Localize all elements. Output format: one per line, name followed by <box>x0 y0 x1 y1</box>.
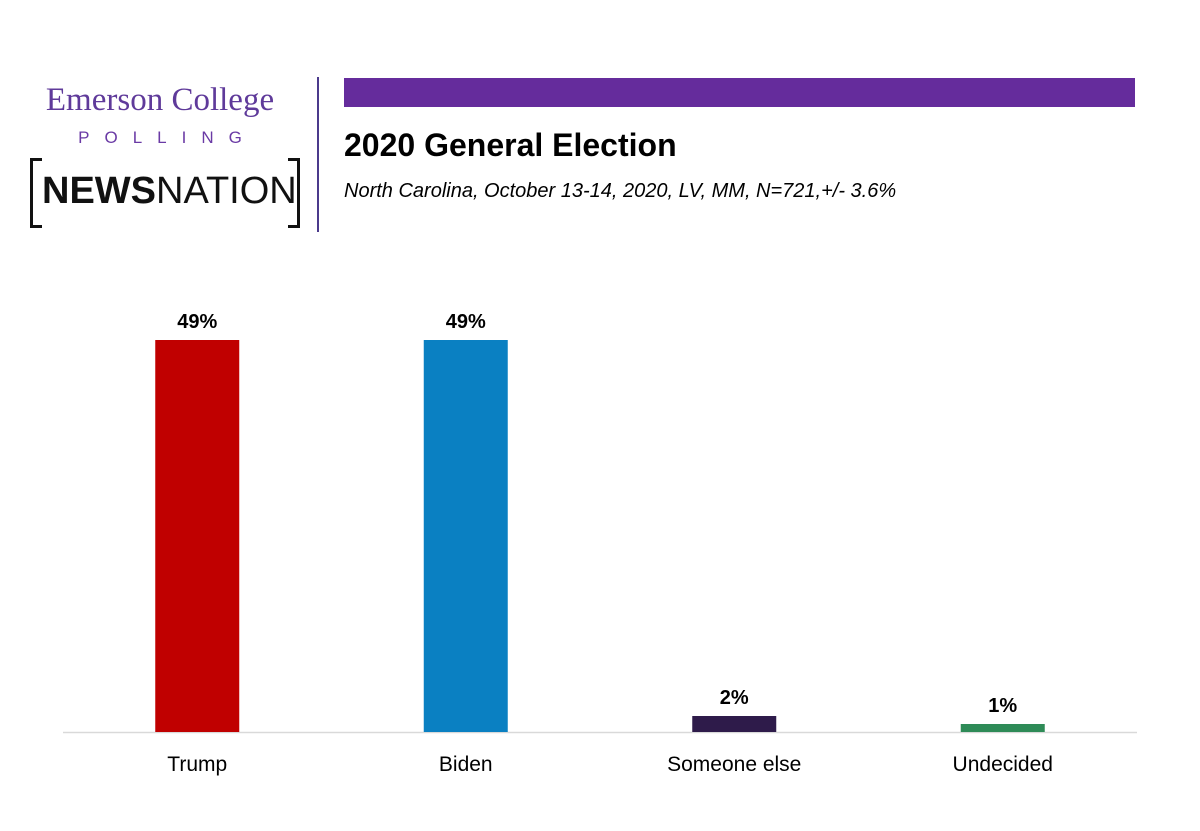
bar-someone-else <box>692 716 777 732</box>
x-tick-label-trump: Trump <box>167 753 227 776</box>
x-tick-label-undecided: Undecided <box>953 753 1053 776</box>
data-label-someone-else: 2% <box>720 687 749 709</box>
logo-bracket-right <box>288 158 300 228</box>
newsnation-logo: NEWSNATION <box>30 158 300 228</box>
emerson-college-logo-text: Emerson College <box>45 82 275 118</box>
header-divider <box>317 77 319 232</box>
bar-biden <box>423 340 508 732</box>
bar-undecided <box>960 724 1045 732</box>
data-label-undecided: 1% <box>988 695 1017 717</box>
x-tick-label-biden: Biden <box>439 753 493 776</box>
data-label-biden: 49% <box>446 311 486 333</box>
polling-logo-text: POLLING <box>78 128 257 147</box>
nation-wordmark: NATION <box>156 170 297 212</box>
data-label-trump: 49% <box>177 311 217 333</box>
x-tick-label-someone-else: Someone else <box>667 753 801 776</box>
bar-trump <box>155 340 240 732</box>
newsnation-wordmark: NEWSNATION <box>42 170 297 212</box>
chart-title: 2020 General Election <box>344 127 677 163</box>
accent-bar <box>344 78 1135 107</box>
news-wordmark-bold: NEWS <box>42 170 156 212</box>
logo-bracket-left <box>30 158 42 228</box>
chart-subtitle: North Carolina, October 13-14, 2020, LV,… <box>344 180 897 202</box>
